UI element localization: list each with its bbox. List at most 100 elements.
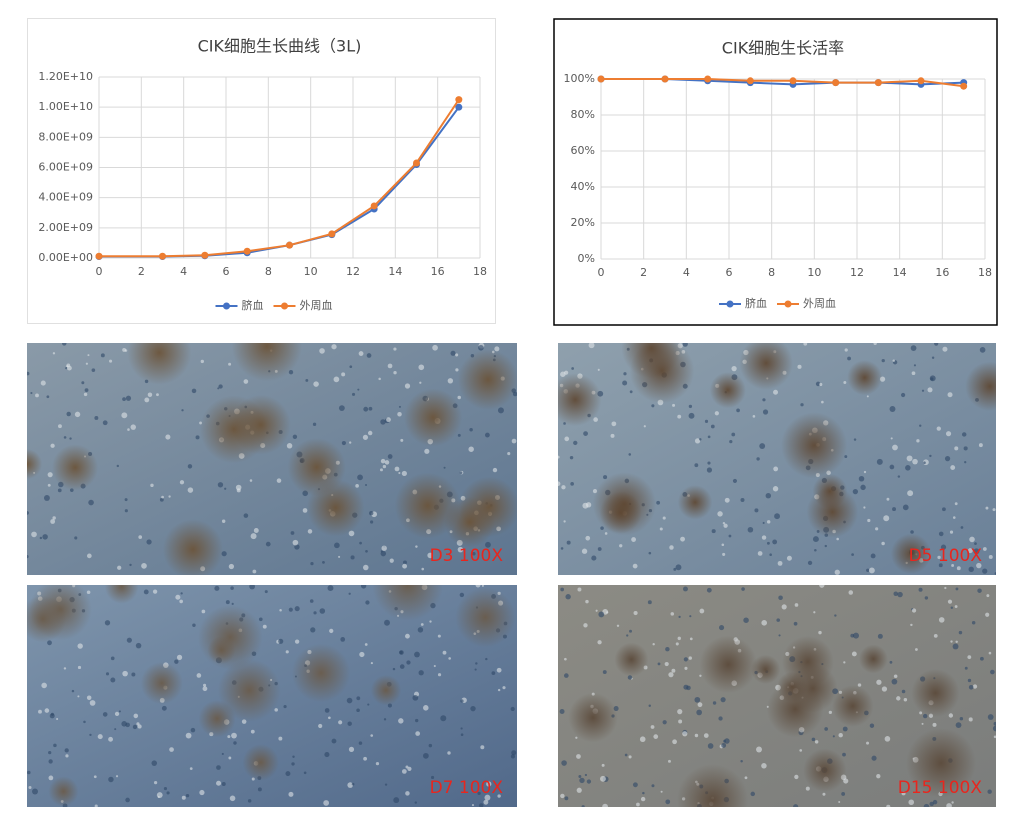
cell — [94, 415, 99, 420]
cell — [418, 364, 425, 371]
cell — [564, 436, 570, 442]
cell — [940, 544, 947, 550]
cell — [680, 536, 685, 542]
cell — [347, 721, 352, 726]
cell — [181, 795, 186, 800]
cell — [309, 599, 314, 603]
cell — [595, 609, 598, 612]
point — [789, 77, 797, 85]
cell — [146, 539, 152, 545]
cell — [102, 712, 108, 717]
cell — [430, 775, 435, 780]
cell — [334, 542, 340, 549]
cell — [143, 589, 149, 595]
cell — [932, 799, 938, 805]
cell — [86, 695, 92, 701]
cell — [951, 564, 955, 567]
cell — [381, 545, 387, 551]
cell — [349, 441, 352, 444]
cell — [126, 637, 132, 643]
cell — [121, 412, 128, 419]
colony — [858, 644, 888, 674]
cell — [967, 655, 972, 660]
cell — [647, 600, 652, 605]
cell — [378, 377, 381, 381]
point — [95, 252, 103, 260]
cell — [794, 774, 799, 780]
cell — [836, 537, 839, 541]
cell — [968, 717, 973, 722]
point — [328, 230, 336, 238]
cell — [971, 621, 976, 625]
cell — [566, 540, 571, 545]
cell — [564, 796, 569, 801]
cell — [448, 657, 451, 660]
x-tick-label: 10 — [304, 265, 318, 278]
cell — [124, 509, 128, 513]
cell — [565, 594, 571, 600]
cell — [718, 716, 723, 721]
cell — [838, 800, 841, 803]
point — [455, 103, 463, 111]
cell — [563, 673, 569, 678]
cell — [365, 483, 368, 486]
y-tick-label: 4.00E+09 — [38, 191, 93, 204]
cell — [318, 723, 323, 729]
cell — [988, 554, 993, 559]
cell — [931, 356, 935, 359]
cell — [903, 698, 908, 702]
point — [704, 75, 712, 83]
cell — [341, 372, 346, 377]
cell — [728, 534, 732, 538]
cell — [900, 392, 906, 398]
cell — [497, 688, 501, 692]
cell — [185, 732, 192, 739]
colony — [291, 643, 351, 703]
cell — [399, 650, 404, 655]
cell — [57, 488, 62, 493]
cell — [571, 367, 575, 370]
y-tick-label: 0.00E+00 — [38, 251, 93, 264]
cell — [355, 484, 359, 488]
cell — [457, 546, 464, 553]
cell — [697, 702, 703, 708]
cell — [157, 795, 160, 798]
cell — [980, 656, 984, 661]
cell — [447, 378, 454, 384]
cell — [651, 784, 655, 788]
cell — [714, 411, 719, 416]
cell — [114, 711, 120, 716]
cell — [632, 782, 638, 788]
cell — [893, 591, 898, 597]
cell — [967, 548, 973, 554]
cell — [688, 404, 693, 409]
cell — [429, 620, 432, 623]
cell — [358, 741, 363, 745]
cell — [457, 433, 461, 437]
cell — [402, 563, 408, 569]
cell — [341, 440, 346, 446]
cell — [30, 391, 33, 395]
cell — [559, 709, 565, 715]
cell — [778, 595, 783, 601]
cell — [985, 506, 989, 510]
cell — [897, 475, 901, 478]
cell — [278, 736, 283, 741]
cell — [906, 455, 913, 462]
cell — [181, 409, 184, 412]
cell — [28, 786, 32, 790]
cell — [927, 387, 933, 393]
cell — [305, 379, 309, 382]
cell — [366, 353, 372, 358]
colony — [676, 764, 749, 807]
cell — [560, 371, 566, 377]
cell — [982, 547, 987, 551]
cell — [74, 536, 78, 540]
cell — [165, 434, 171, 440]
cell — [58, 424, 62, 429]
cell — [437, 673, 442, 677]
cell — [253, 528, 259, 533]
cell — [286, 443, 293, 449]
cell — [440, 715, 447, 722]
x-tick-label: 12 — [850, 266, 864, 279]
